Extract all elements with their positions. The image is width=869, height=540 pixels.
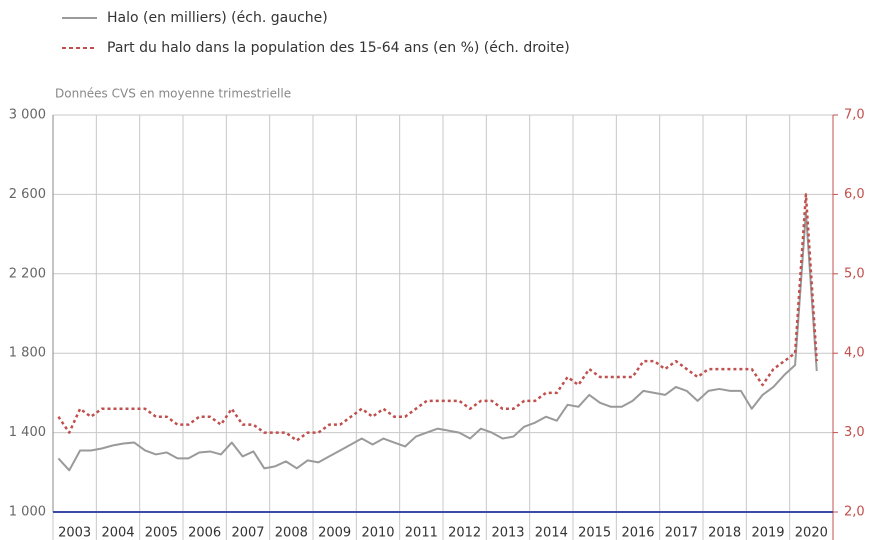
- x-tick-label: 2013: [491, 526, 524, 540]
- x-tick-label: 2015: [578, 526, 611, 540]
- y2-tick-label: 7,0: [844, 108, 865, 123]
- y2-tick-label: 5,0: [844, 266, 865, 281]
- x-tick-label: 2016: [621, 526, 654, 540]
- x-tick-label: 2012: [448, 526, 481, 540]
- x-tick-label: 2019: [751, 526, 784, 540]
- legend-label: Halo (en milliers) (éch. gauche): [107, 10, 328, 26]
- x-tick-label: 2008: [275, 526, 308, 540]
- y-tick-label: 1 400: [9, 425, 46, 440]
- x-tick-label: 2010: [361, 526, 394, 540]
- x-tick-label: 2006: [188, 526, 221, 540]
- x-tick-label: 2017: [665, 526, 698, 540]
- y2-tick-label: 3,0: [844, 425, 865, 440]
- x-tick-label: 2014: [535, 526, 568, 540]
- x-tick-label: 2007: [231, 526, 264, 540]
- y-tick-label: 2 200: [9, 266, 46, 281]
- y-tick-label: 2 600: [9, 187, 46, 202]
- series-line: [57, 211, 818, 472]
- x-tick-label: 2009: [318, 526, 351, 540]
- x-tick-label: 2003: [58, 526, 91, 540]
- x-tick-label: 2020: [795, 526, 828, 540]
- x-tick-label: 2004: [101, 526, 134, 540]
- y-tick-label: 3 000: [9, 108, 46, 123]
- legend-label: Part du halo dans la population des 15-6…: [107, 40, 570, 56]
- y2-tick-label: 2,0: [844, 505, 865, 520]
- chart-subtitle: Données CVS en moyenne trimestrielle: [55, 87, 291, 101]
- x-tick-label: 2018: [708, 526, 741, 540]
- y-tick-label: 1 800: [9, 346, 46, 361]
- y2-tick-label: 4,0: [844, 346, 865, 361]
- y-tick-label: 1 000: [9, 505, 46, 520]
- x-tick-label: 2005: [145, 526, 178, 540]
- x-tick-label: 2011: [405, 526, 438, 540]
- y2-tick-label: 6,0: [844, 187, 865, 202]
- series-line: [57, 193, 818, 442]
